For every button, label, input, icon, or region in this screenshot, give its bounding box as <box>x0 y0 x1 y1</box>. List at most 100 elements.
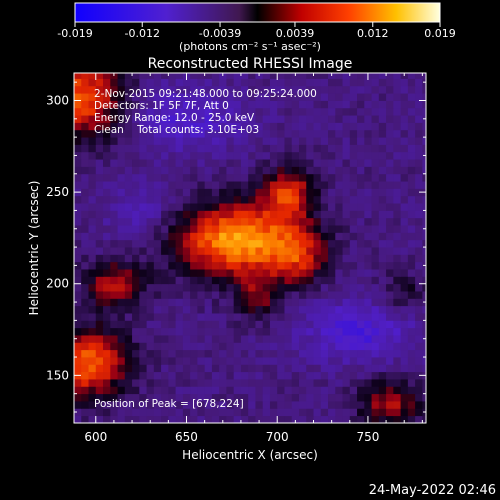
heatmap-cell <box>233 203 242 211</box>
heatmap-cell <box>313 261 322 270</box>
heatmap-cell <box>320 232 329 241</box>
heatmap-cell <box>349 93 358 101</box>
heatmap-cell <box>124 188 133 197</box>
heatmap-cell <box>103 210 111 219</box>
heatmap-cell <box>422 144 426 153</box>
heatmap-cell <box>182 364 191 373</box>
heatmap-cell <box>168 85 177 94</box>
heatmap-cell <box>240 232 249 241</box>
heatmap-cell <box>219 151 227 160</box>
heatmap-cell <box>255 386 264 395</box>
heatmap-cell <box>182 107 191 116</box>
heatmap-cell <box>204 115 213 123</box>
heatmap-cell <box>240 364 249 373</box>
heatmap-cell <box>88 401 97 409</box>
heatmap-cell <box>320 166 329 175</box>
heatmap-cell <box>262 107 271 116</box>
heatmap-cell <box>211 276 220 285</box>
heatmap-cell <box>262 276 271 285</box>
heatmap-cell <box>197 415 206 423</box>
heatmap-cell <box>103 261 111 270</box>
heatmap-cell <box>357 408 365 417</box>
heatmap-cell <box>364 386 372 395</box>
heatmap-cell <box>95 195 104 204</box>
heatmap-cell <box>81 100 89 109</box>
heatmap-cell <box>320 115 329 123</box>
heatmap-cell <box>204 195 213 204</box>
heatmap-cell <box>226 181 235 189</box>
heatmap-cell <box>219 342 227 351</box>
heatmap-cell <box>240 239 249 248</box>
heatmap-cell <box>306 151 314 160</box>
heatmap-cell <box>386 379 394 387</box>
heatmap-cell <box>277 327 285 336</box>
heatmap-cell <box>81 217 89 226</box>
heatmap-cell <box>328 401 336 409</box>
heatmap-cell <box>328 320 336 329</box>
heatmap-cell <box>110 401 118 409</box>
heatmap-cell <box>88 166 97 175</box>
heatmap-cell <box>139 254 147 263</box>
heatmap-cell <box>262 254 271 263</box>
heatmap-cell <box>407 181 416 189</box>
heatmap-cell <box>74 100 82 109</box>
heatmap-cell <box>400 159 409 167</box>
heatmap-cell <box>415 335 423 343</box>
heatmap-cell <box>88 225 97 233</box>
heatmap-cell <box>328 107 336 116</box>
heatmap-cell <box>386 78 394 87</box>
heatmap-cell <box>211 247 220 255</box>
heatmap-cell <box>146 159 155 167</box>
heatmap-cell <box>204 225 213 233</box>
heatmap-cell <box>393 195 401 204</box>
heatmap-cell <box>357 239 365 248</box>
heatmap-cell <box>386 415 394 423</box>
heatmap-cell <box>415 115 423 123</box>
heatmap-cell <box>386 305 394 314</box>
heatmap-cell <box>386 115 394 123</box>
heatmap-cell <box>269 313 278 321</box>
heatmap-cell <box>378 254 387 263</box>
heatmap-cell <box>415 393 423 402</box>
heatmap-cell <box>88 415 97 423</box>
heatmap-cell <box>233 93 242 101</box>
heatmap-cell <box>95 349 104 358</box>
heatmap-cell <box>284 371 293 380</box>
heatmap-cell <box>146 269 155 277</box>
heatmap-cell <box>291 78 300 87</box>
heatmap-cell <box>88 386 97 395</box>
heatmap-cell <box>378 247 387 255</box>
heatmap-cell <box>103 85 111 94</box>
heatmap-cell <box>175 335 184 343</box>
heatmap-cell <box>400 217 409 226</box>
heatmap-cell <box>328 269 336 277</box>
heatmap-cell <box>211 210 220 219</box>
heatmap-cell <box>407 93 416 101</box>
heatmap-cell <box>240 261 249 270</box>
heatmap-cell <box>168 181 177 189</box>
heatmap-cell <box>349 129 358 138</box>
heatmap-cell <box>117 73 126 79</box>
heatmap-cell <box>269 371 278 380</box>
heatmap-cell <box>197 335 206 343</box>
heatmap-cell <box>168 203 177 211</box>
heatmap-cell <box>74 122 82 131</box>
heatmap-cell <box>219 181 227 189</box>
heatmap-cell <box>117 379 126 387</box>
heatmap-cell <box>117 305 126 314</box>
heatmap-cell <box>146 195 155 204</box>
heatmap-cell <box>226 232 235 241</box>
heatmap-cell <box>291 232 300 241</box>
heatmap-cell <box>204 393 213 402</box>
heatmap-cell <box>328 379 336 387</box>
heatmap-cell <box>262 305 271 314</box>
heatmap-cell <box>277 100 285 109</box>
heatmap-cell <box>81 379 89 387</box>
heatmap-cell <box>139 291 147 299</box>
heatmap-cell <box>182 181 191 189</box>
heatmap-cell <box>349 269 358 277</box>
heatmap-cell <box>342 254 351 263</box>
heatmap-cell <box>81 408 89 417</box>
heatmap-cell <box>211 137 220 145</box>
heatmap-cell <box>95 320 104 329</box>
